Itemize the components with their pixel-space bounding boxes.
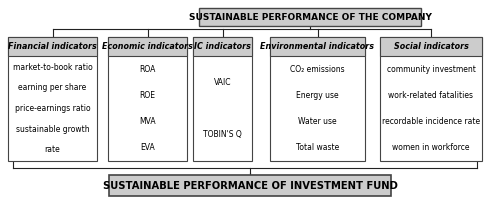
FancyBboxPatch shape xyxy=(109,175,391,196)
FancyBboxPatch shape xyxy=(270,37,365,56)
FancyBboxPatch shape xyxy=(380,37,482,56)
Text: Water use: Water use xyxy=(298,117,337,126)
Text: Social indicators: Social indicators xyxy=(394,42,468,51)
Text: community investment: community investment xyxy=(386,65,476,74)
Text: rate: rate xyxy=(44,145,60,154)
Text: ROA: ROA xyxy=(140,65,156,74)
FancyBboxPatch shape xyxy=(380,37,482,161)
Text: SUSTAINABLE PERFORMANCE OF THE COMPANY: SUSTAINABLE PERFORMANCE OF THE COMPANY xyxy=(188,12,432,21)
FancyBboxPatch shape xyxy=(8,37,97,56)
Text: Financial indicators: Financial indicators xyxy=(8,42,97,51)
Text: work-related fatalities: work-related fatalities xyxy=(388,91,474,100)
FancyBboxPatch shape xyxy=(108,37,187,161)
FancyBboxPatch shape xyxy=(193,37,252,56)
Text: Energy use: Energy use xyxy=(296,91,339,100)
Text: MVA: MVA xyxy=(139,117,156,126)
Text: Total waste: Total waste xyxy=(296,143,339,152)
FancyBboxPatch shape xyxy=(193,37,252,161)
Text: women in workforce: women in workforce xyxy=(392,143,470,152)
Text: earning per share: earning per share xyxy=(18,83,86,92)
Text: ROE: ROE xyxy=(140,91,156,100)
Text: price-earnings ratio: price-earnings ratio xyxy=(14,104,90,113)
FancyBboxPatch shape xyxy=(8,37,97,161)
Text: market-to-book ratio: market-to-book ratio xyxy=(12,63,92,72)
Text: EVA: EVA xyxy=(140,143,155,152)
Text: CO₂ emissions: CO₂ emissions xyxy=(290,65,345,74)
FancyBboxPatch shape xyxy=(270,37,365,161)
Text: Environmental indicators: Environmental indicators xyxy=(260,42,374,51)
Text: IC indicators: IC indicators xyxy=(194,42,251,51)
Text: SUSTAINABLE PERFORMANCE OF INVESTMENT FUND: SUSTAINABLE PERFORMANCE OF INVESTMENT FU… xyxy=(102,181,398,191)
FancyBboxPatch shape xyxy=(108,37,187,56)
Text: Economic indicators: Economic indicators xyxy=(102,42,193,51)
Text: VAIC: VAIC xyxy=(214,78,231,87)
Text: TOBIN'S Q: TOBIN'S Q xyxy=(203,130,242,139)
FancyBboxPatch shape xyxy=(199,8,421,26)
Text: sustainable growth: sustainable growth xyxy=(16,125,90,134)
Text: recordable incidence rate: recordable incidence rate xyxy=(382,117,480,126)
